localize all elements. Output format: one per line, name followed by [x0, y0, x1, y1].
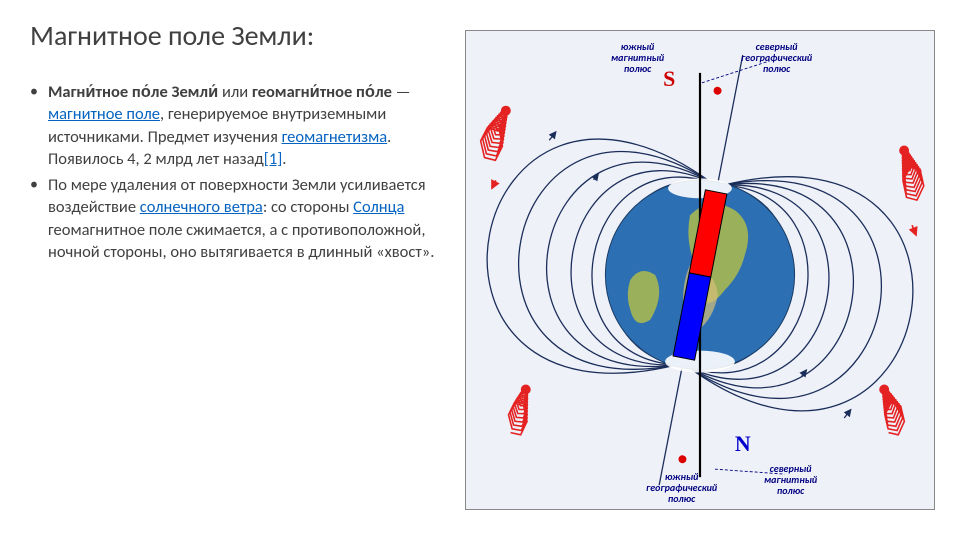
label-north-magnetic-pole: северныймагнитныйполюс	[764, 463, 817, 496]
label-south-geographic-pole: южныйгеографическийполюс	[646, 471, 717, 504]
label-south-magnetic-pole: южныймагнитныйполюс	[611, 41, 664, 74]
bullet-list: Магни́тное по́ле Земли́ или геомагни́тно…	[30, 81, 450, 263]
slide: Магнитное поле Земли: Магни́тное по́ле З…	[0, 0, 960, 540]
right-column: S N южныймагнитныйполюс северныйгеографич…	[460, 0, 960, 540]
page-title: Магнитное поле Земли:	[30, 18, 450, 53]
list-item: По мере удаления от поверхности Земли ус…	[30, 174, 450, 263]
earth-magnetic-field-diagram: S N южныймагнитныйполюс северныйгеографич…	[465, 30, 935, 510]
svg-text:S: S	[663, 66, 675, 91]
list-item: Магни́тное по́ле Земли́ или геомагни́тно…	[30, 81, 450, 170]
left-column: Магнитное поле Земли: Магни́тное по́ле З…	[0, 0, 460, 540]
label-north-geographic-pole: северныйгеографическийполюс	[741, 41, 812, 74]
svg-text:N: N	[735, 431, 751, 456]
